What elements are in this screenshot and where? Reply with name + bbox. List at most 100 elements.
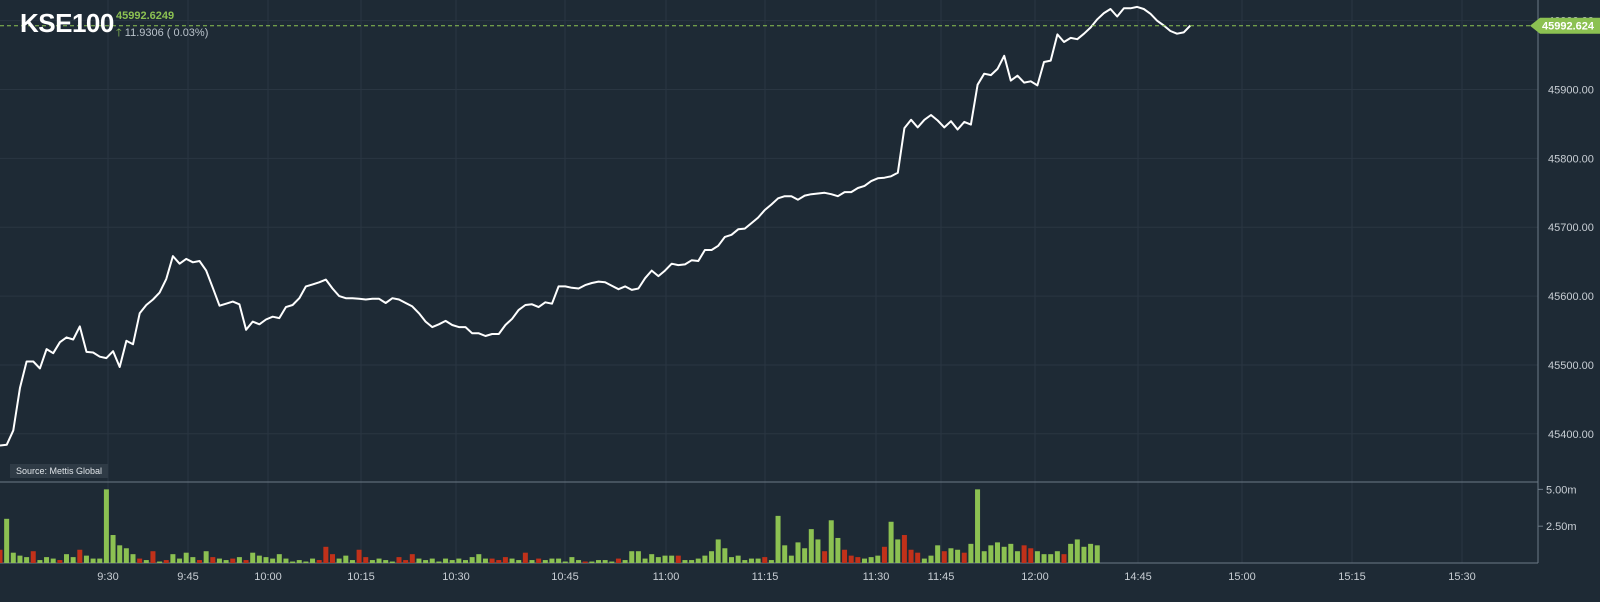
volume-bar <box>875 555 881 563</box>
volume-bar <box>895 539 901 563</box>
volume-bar <box>622 560 628 563</box>
volume-bar <box>336 558 342 563</box>
volume-bar <box>748 558 754 563</box>
volume-bar <box>928 555 934 563</box>
volume-bar <box>489 558 495 563</box>
volume-bar <box>403 560 409 563</box>
volume-bar <box>396 557 402 563</box>
volume-bar <box>216 558 222 563</box>
volume-bar <box>795 542 801 563</box>
volume-bar <box>4 518 10 563</box>
volume-bar <box>1008 543 1014 563</box>
volume-bar <box>988 545 994 563</box>
volume-bar <box>349 560 355 563</box>
volume-bar <box>263 557 269 563</box>
volume-bar <box>921 558 927 563</box>
volume-bar <box>788 555 794 563</box>
volume-bar <box>522 552 528 563</box>
source-badge: Source: Mettis Global <box>10 464 109 478</box>
time-axis-labels: 9:30 9:45 10:00 10:15 10:30 10:45 11:00 11:15 11… <box>97 571 1475 583</box>
volume-bar <box>615 558 621 563</box>
volume-bar <box>1088 543 1094 563</box>
volume-bar <box>855 557 861 563</box>
volume-bar <box>775 515 781 563</box>
volume-bar <box>83 555 89 563</box>
volume-bar <box>230 558 236 563</box>
volume-bar <box>562 561 568 563</box>
volume-bar <box>1034 551 1040 563</box>
time-tick-label: 15:15 <box>1338 571 1366 583</box>
volume-bar <box>383 560 389 563</box>
volume-bar <box>948 548 954 563</box>
grid-lines <box>0 0 1538 563</box>
volume-bar <box>908 549 914 563</box>
volume-bar <box>197 560 202 563</box>
time-tick-label: 10:00 <box>254 571 282 583</box>
volume-bar <box>722 548 728 563</box>
volume-bar <box>376 558 382 563</box>
volume-bar <box>822 551 828 563</box>
volume-bar <box>270 558 276 563</box>
volume-bar <box>290 561 296 563</box>
volume-bar <box>57 560 63 563</box>
volume-bar <box>862 558 867 563</box>
time-tick-label: 11:00 <box>653 571 680 583</box>
volume-bar <box>609 561 615 563</box>
volume-axis-labels: 2.50m 5.00m <box>1538 484 1577 533</box>
volume-bar <box>901 535 907 563</box>
volume-bar <box>303 561 309 563</box>
volume-bar <box>90 558 96 563</box>
volume-bar <box>316 560 322 563</box>
volume-bar <box>782 545 788 563</box>
volume-bar <box>1094 545 1100 563</box>
volume-bar <box>1028 548 1034 563</box>
volume-bar <box>50 558 56 563</box>
current-price-tag: 45992.624 <box>1530 17 1600 34</box>
volume-bar <box>689 560 695 563</box>
volume-bar <box>250 552 256 563</box>
price-tick-label: 45500.00 <box>1548 360 1594 372</box>
volume-bar <box>1074 539 1080 563</box>
volume-bar <box>70 557 76 563</box>
volume-bar <box>423 560 429 563</box>
volume-bar <box>177 558 183 563</box>
volume-bar <box>183 552 189 563</box>
volume-bar <box>310 558 316 563</box>
volume-bar <box>110 535 116 563</box>
volume-bar <box>968 543 974 563</box>
volume-bar <box>456 558 462 563</box>
volume-bar <box>542 560 548 563</box>
current-price-tag-label: 45992.624 <box>1542 21 1595 33</box>
volume-bar <box>669 555 675 563</box>
volume-bar <box>150 551 156 563</box>
volume-bar <box>1054 551 1060 563</box>
volume-bar <box>815 539 821 563</box>
volume-bar <box>163 560 169 563</box>
time-tick-label: 10:30 <box>442 571 470 583</box>
volume-bar <box>802 548 808 563</box>
volume-bar <box>955 549 961 563</box>
volume-bar <box>363 557 369 563</box>
volume-bar <box>429 558 435 563</box>
volume-bar <box>137 558 143 563</box>
volume-bar <box>509 558 515 563</box>
price-tick-label: 45700.00 <box>1548 222 1594 234</box>
volume-bar <box>629 551 635 563</box>
volume-bar <box>835 537 841 563</box>
volume-bar <box>389 561 395 563</box>
volume-bar <box>735 555 741 563</box>
volume-bar <box>409 554 415 563</box>
volume-bar <box>449 560 455 563</box>
volume-bar <box>123 548 129 563</box>
time-tick-label: 9:45 <box>177 571 198 583</box>
volume-bar <box>276 554 282 563</box>
volume-bar <box>1021 545 1027 563</box>
volume-bar <box>496 560 502 563</box>
volume-bar <box>37 560 43 563</box>
volume-bars <box>0 489 1100 563</box>
volume-bar <box>203 551 209 563</box>
volume-bar <box>762 557 768 563</box>
volume-bar <box>888 521 894 563</box>
volume-bar <box>1048 554 1054 563</box>
volume-bar <box>463 560 468 563</box>
